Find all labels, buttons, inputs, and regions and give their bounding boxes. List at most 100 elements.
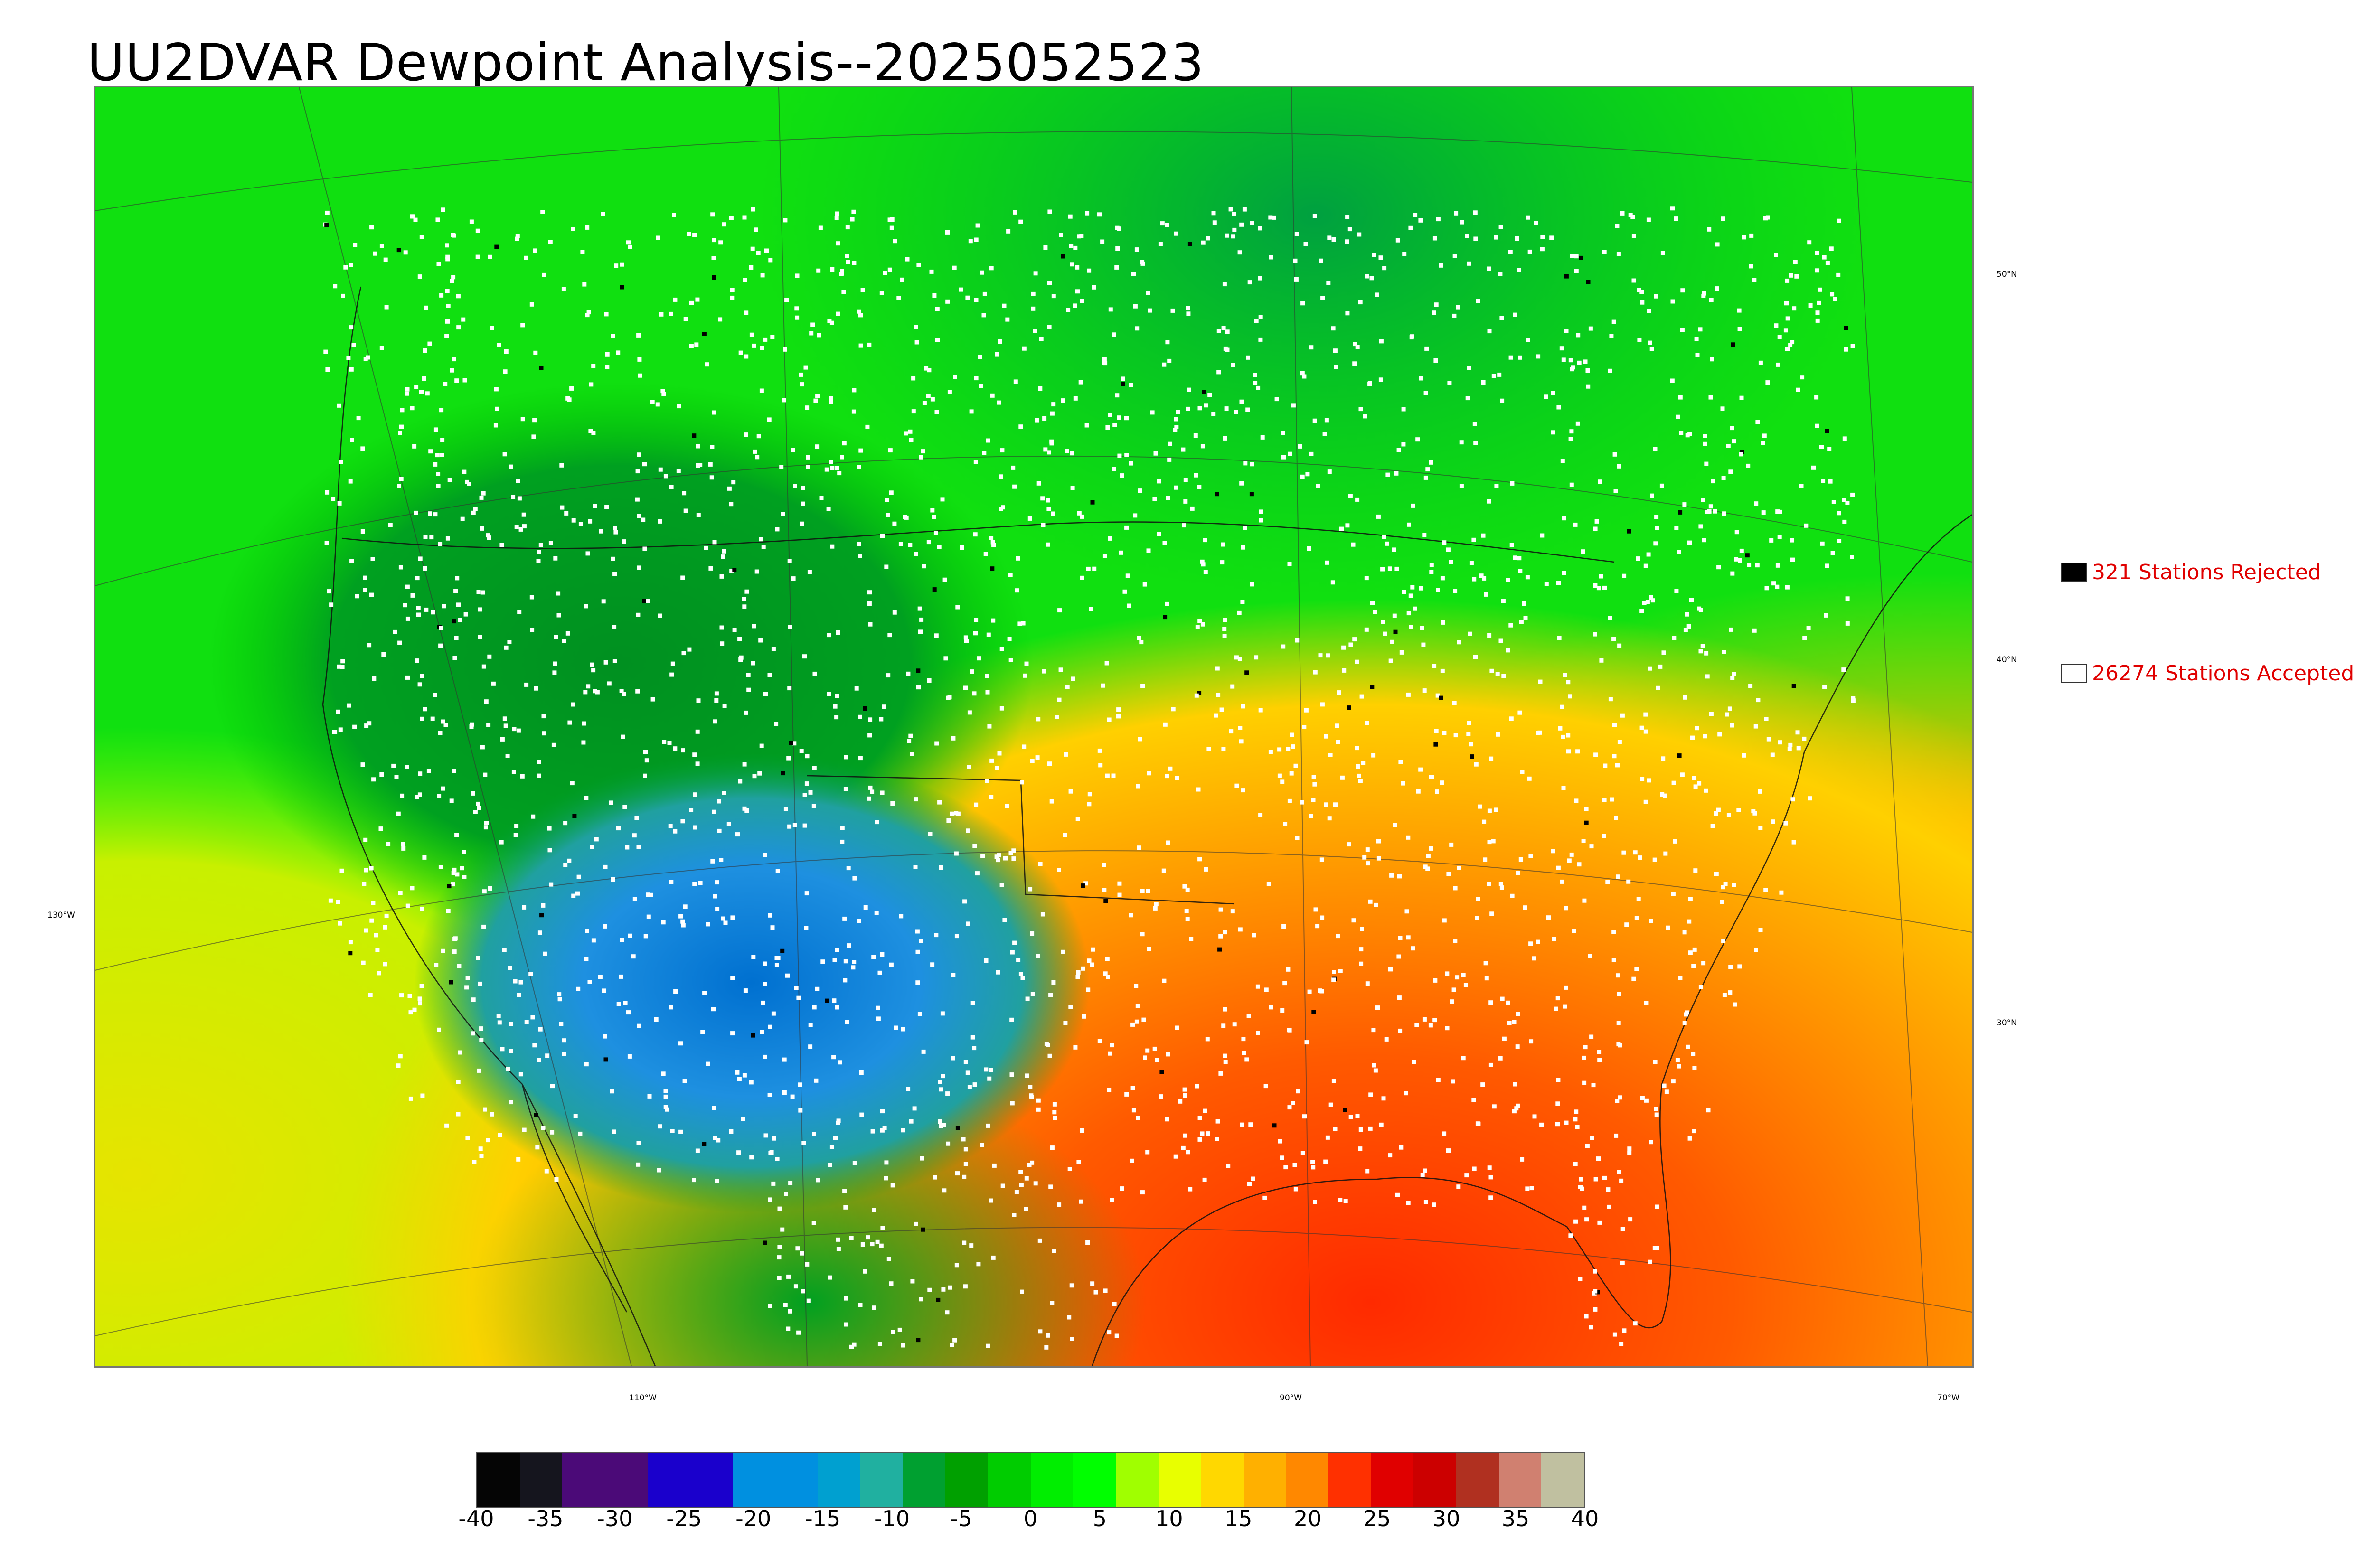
accepted-station bbox=[1704, 651, 1709, 656]
accepted-station bbox=[1022, 346, 1027, 351]
accepted-station bbox=[1473, 236, 1478, 241]
accepted-station bbox=[449, 798, 454, 803]
accepted-station bbox=[396, 1063, 401, 1068]
accepted-station bbox=[760, 346, 764, 350]
accepted-station bbox=[438, 865, 443, 869]
accepted-station bbox=[1184, 909, 1189, 913]
accepted-station bbox=[418, 771, 423, 776]
accepted-station bbox=[1355, 659, 1359, 664]
accepted-station bbox=[450, 279, 454, 283]
accepted-station bbox=[1429, 846, 1433, 851]
accepted-station bbox=[1351, 542, 1356, 547]
accepted-station bbox=[1369, 276, 1374, 281]
accepted-station bbox=[1102, 357, 1107, 362]
accepted-station bbox=[641, 517, 646, 522]
accepted-station bbox=[1075, 265, 1080, 270]
accepted-station bbox=[1358, 407, 1363, 412]
accepted-station bbox=[1215, 666, 1220, 671]
accepted-station bbox=[1083, 881, 1088, 886]
accepted-station bbox=[1068, 214, 1073, 219]
accepted-station bbox=[1790, 340, 1795, 345]
rejected-station bbox=[1121, 382, 1125, 386]
accepted-station bbox=[1686, 624, 1691, 629]
accepted-station bbox=[1239, 399, 1244, 404]
accepted-station bbox=[1575, 421, 1580, 426]
accepted-station bbox=[1338, 969, 1343, 973]
accepted-station bbox=[830, 466, 835, 470]
accepted-station bbox=[1392, 613, 1397, 618]
accepted-station bbox=[598, 975, 603, 979]
accepted-station bbox=[870, 789, 875, 794]
accepted-station bbox=[1556, 865, 1561, 870]
accepted-station bbox=[533, 350, 538, 355]
accepted-station bbox=[1070, 486, 1075, 490]
accepted-station bbox=[1649, 919, 1653, 923]
accepted-station bbox=[1221, 326, 1226, 330]
accepted-station bbox=[535, 1145, 540, 1150]
accepted-station bbox=[366, 355, 370, 360]
accepted-station bbox=[1396, 954, 1401, 959]
accepted-station bbox=[1380, 567, 1385, 572]
rejected-station bbox=[539, 913, 544, 918]
accepted-station bbox=[1670, 299, 1675, 304]
accepted-station bbox=[440, 453, 444, 457]
accepted-station bbox=[1457, 640, 1461, 645]
accepted-station bbox=[436, 262, 441, 266]
accepted-station bbox=[1453, 939, 1458, 943]
accepted-station bbox=[1302, 1114, 1307, 1119]
accepted-station bbox=[1197, 1137, 1202, 1142]
accepted-station bbox=[1620, 211, 1625, 216]
accepted-station bbox=[945, 230, 950, 235]
rejected-station bbox=[572, 814, 577, 818]
accepted-station bbox=[886, 673, 891, 678]
accepted-station bbox=[585, 929, 589, 933]
accepted-station bbox=[431, 610, 435, 615]
accepted-station bbox=[1698, 327, 1703, 332]
accepted-station bbox=[1102, 863, 1106, 867]
accepted-station bbox=[711, 1007, 716, 1012]
accepted-station bbox=[1562, 571, 1566, 575]
accepted-station bbox=[784, 298, 789, 302]
accepted-station bbox=[742, 806, 747, 811]
accepted-station bbox=[1802, 636, 1807, 640]
accepted-station bbox=[650, 697, 655, 702]
accepted-station bbox=[1195, 1084, 1199, 1089]
accepted-station bbox=[1597, 1220, 1602, 1225]
accepted-station bbox=[919, 617, 924, 622]
accepted-station bbox=[858, 554, 862, 558]
rejected-station bbox=[1347, 705, 1351, 710]
accepted-station bbox=[447, 478, 452, 482]
accepted-station bbox=[846, 260, 850, 264]
accepted-station bbox=[1223, 1053, 1227, 1058]
accepted-station bbox=[889, 1281, 894, 1286]
accepted-station bbox=[799, 749, 804, 753]
accepted-station bbox=[401, 842, 405, 846]
accepted-station bbox=[763, 982, 767, 986]
accepted-station bbox=[755, 455, 760, 460]
accepted-station bbox=[1733, 1002, 1737, 1007]
accepted-station bbox=[1221, 1023, 1226, 1028]
accepted-station bbox=[1643, 563, 1648, 568]
accepted-station bbox=[722, 549, 726, 554]
accepted-station bbox=[1011, 856, 1016, 861]
accepted-station bbox=[403, 603, 407, 608]
accepted-station bbox=[999, 883, 1004, 887]
accepted-station bbox=[777, 1255, 782, 1260]
accepted-station bbox=[1815, 423, 1819, 428]
accepted-station bbox=[880, 1226, 885, 1230]
accepted-station bbox=[1687, 919, 1692, 924]
accepted-station bbox=[687, 647, 692, 652]
accepted-station bbox=[486, 533, 490, 538]
accepted-station bbox=[785, 973, 790, 978]
accepted-station bbox=[974, 237, 979, 242]
accepted-station bbox=[1432, 1018, 1437, 1023]
accepted-station bbox=[1617, 643, 1622, 648]
accepted-station bbox=[702, 991, 707, 995]
accepted-station bbox=[852, 388, 857, 393]
accepted-station bbox=[1563, 673, 1567, 677]
accepted-station bbox=[1216, 370, 1221, 375]
accepted-station bbox=[398, 1054, 403, 1059]
accepted-station bbox=[1378, 377, 1383, 382]
accepted-station bbox=[1536, 354, 1541, 359]
accepted-station bbox=[1182, 1087, 1187, 1092]
